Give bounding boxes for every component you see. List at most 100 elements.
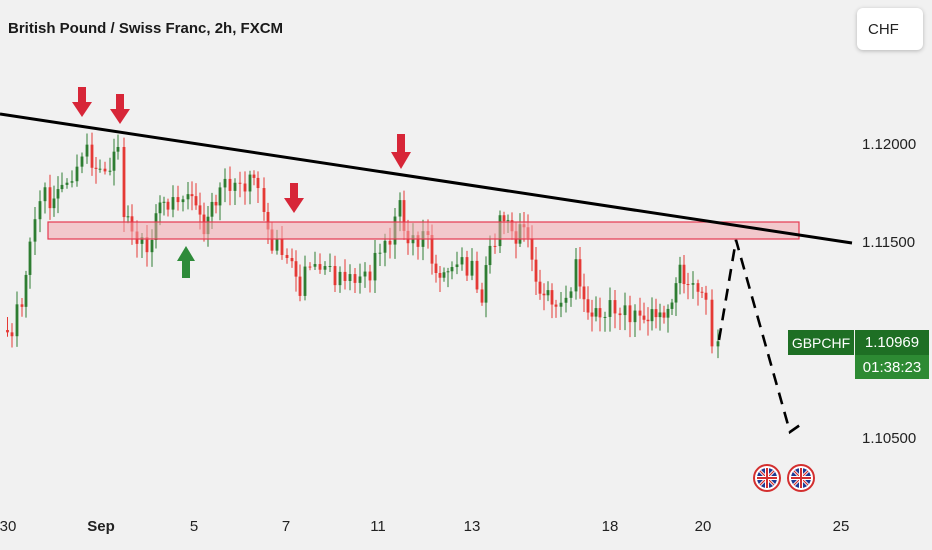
candle-body <box>126 216 130 218</box>
candle-body <box>238 182 242 184</box>
currency-button[interactable]: CHF <box>857 8 923 50</box>
candle-body <box>470 260 474 276</box>
candle-body <box>716 341 720 347</box>
projection-path[interactable] <box>717 239 801 435</box>
uk-flag-event-icon[interactable] <box>753 464 781 492</box>
candle-body <box>368 271 372 281</box>
candle-body <box>243 183 247 192</box>
candle-body <box>646 319 650 322</box>
candle-body <box>388 240 392 245</box>
candle-body <box>674 283 678 303</box>
candle-body <box>506 220 510 222</box>
candle-body <box>190 194 194 197</box>
candle-body <box>108 170 112 172</box>
y-axis[interactable]: 1.12000 1.11500 1.10500 <box>862 136 916 447</box>
last-price-label: 1.10969 <box>855 330 929 355</box>
candle-body <box>460 257 464 265</box>
candle-body <box>162 201 166 203</box>
candle-body <box>353 274 357 283</box>
candle-body <box>323 266 327 270</box>
x-tick-label: 30 <box>0 518 16 535</box>
candle-body <box>550 290 554 305</box>
candle-body <box>33 219 37 242</box>
candle-body <box>176 197 180 203</box>
candle-body <box>98 168 102 170</box>
candle-body <box>416 235 420 247</box>
candle-body <box>298 276 302 296</box>
candle-body <box>70 181 74 183</box>
candle-body <box>112 151 116 171</box>
candle-body <box>348 274 352 281</box>
candle-body <box>654 309 658 318</box>
candle-body <box>574 259 578 292</box>
candle-body <box>434 263 438 273</box>
chart-title: British Pound / Swiss Franc, 2h, FXCM <box>8 20 284 37</box>
candle-body <box>116 146 120 152</box>
candle-body <box>594 308 598 317</box>
candle-body <box>686 284 690 286</box>
candle-body <box>666 308 670 318</box>
candle-body <box>210 201 214 217</box>
candle-body <box>280 238 284 255</box>
candle-body <box>122 146 126 218</box>
candle-body <box>248 174 252 192</box>
candle-body <box>75 166 79 182</box>
candle-body <box>542 293 546 296</box>
x-tick-label: 18 <box>602 518 619 535</box>
candle-body <box>15 304 19 337</box>
candle-body <box>285 254 289 259</box>
candle-body <box>546 290 550 296</box>
candle-body <box>10 332 14 337</box>
candle-body <box>103 168 107 172</box>
candle-body <box>308 266 312 268</box>
candle-body <box>598 308 602 318</box>
candle-body <box>650 309 654 322</box>
candle-body <box>214 201 218 206</box>
candle-body <box>266 211 270 230</box>
candle-body <box>333 266 337 286</box>
arrow-down-icon <box>72 87 92 117</box>
candle-body <box>313 264 317 267</box>
uk-flag-event-icon[interactable] <box>787 464 815 492</box>
candle-body <box>608 300 612 317</box>
x-tick-label: 13 <box>464 518 481 535</box>
candle-body <box>262 188 266 212</box>
arrow-up-icon <box>177 246 195 278</box>
candle-body <box>145 237 149 253</box>
candle-body <box>56 189 60 199</box>
candle-body <box>275 238 279 251</box>
candle-body <box>166 201 170 210</box>
x-axis[interactable]: 30 Sep 5 7 11 13 18 20 25 <box>0 518 849 535</box>
candle-body <box>628 305 632 323</box>
candle-body <box>48 187 52 209</box>
candle-body <box>373 252 377 281</box>
candle-body <box>493 245 497 247</box>
candle-body <box>363 271 367 277</box>
candle-body <box>613 300 617 314</box>
x-tick-label: 5 <box>190 518 198 535</box>
candle-body <box>658 312 662 318</box>
resistance-zone[interactable] <box>47 221 800 240</box>
candle-body <box>678 264 682 284</box>
trendline[interactable] <box>0 112 853 245</box>
y-tick-label: 1.12000 <box>862 136 916 153</box>
arrow-down-icon <box>110 94 130 124</box>
candle-body <box>704 292 708 300</box>
candle-body <box>700 291 704 293</box>
candle-body <box>378 252 382 254</box>
candle-body <box>450 267 454 272</box>
candle-body <box>502 215 506 222</box>
candle-body <box>538 281 542 294</box>
candle-body <box>642 315 646 320</box>
candle-body <box>150 239 154 253</box>
candle-body <box>181 199 185 203</box>
candle-body <box>328 266 332 268</box>
candle-body <box>710 299 714 347</box>
candle-body <box>24 274 28 307</box>
candle-body <box>20 304 24 307</box>
candle-body <box>28 241 32 275</box>
symbol-label: GBPCHF <box>788 330 854 355</box>
candle-body <box>256 177 260 189</box>
candle-body <box>534 259 538 282</box>
